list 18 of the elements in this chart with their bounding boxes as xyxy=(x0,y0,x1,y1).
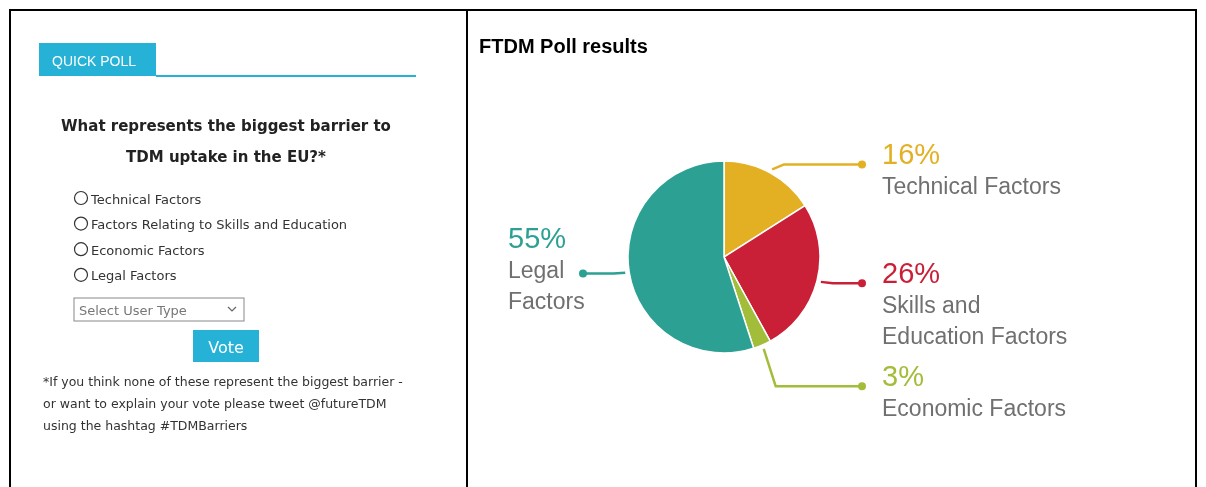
data-label: 16% xyxy=(882,138,941,171)
text: QUICK POLL xyxy=(52,53,137,69)
chart-title: FTDM Poll results xyxy=(479,35,648,57)
data-label: 55% xyxy=(508,221,567,254)
data-label: 26% xyxy=(882,257,941,290)
legend-label: Technical Factors xyxy=(882,173,1061,200)
text: Select User Type xyxy=(79,303,187,318)
text: What represents the biggest barrier to TDM uptake in the EU?* xyxy=(61,117,391,166)
text: Factors Relating to Skills and Education xyxy=(91,217,348,233)
legend-label: Economic Factors xyxy=(882,395,1067,422)
legend-label: Skills and Education Factors xyxy=(882,292,1068,350)
slice-label: Legal Factors xyxy=(508,256,585,314)
text: Vote xyxy=(208,338,244,357)
text: Legal Factors xyxy=(91,268,177,284)
text: *If you think none of these represent the biggest barrier - or want to explain your vote please tweet @futureTDM using the hashtag #TDMBarriers xyxy=(43,374,403,433)
text: Economic Factors xyxy=(91,242,205,258)
data-label: 3% xyxy=(882,360,924,393)
text: Technical Factors xyxy=(90,191,202,207)
